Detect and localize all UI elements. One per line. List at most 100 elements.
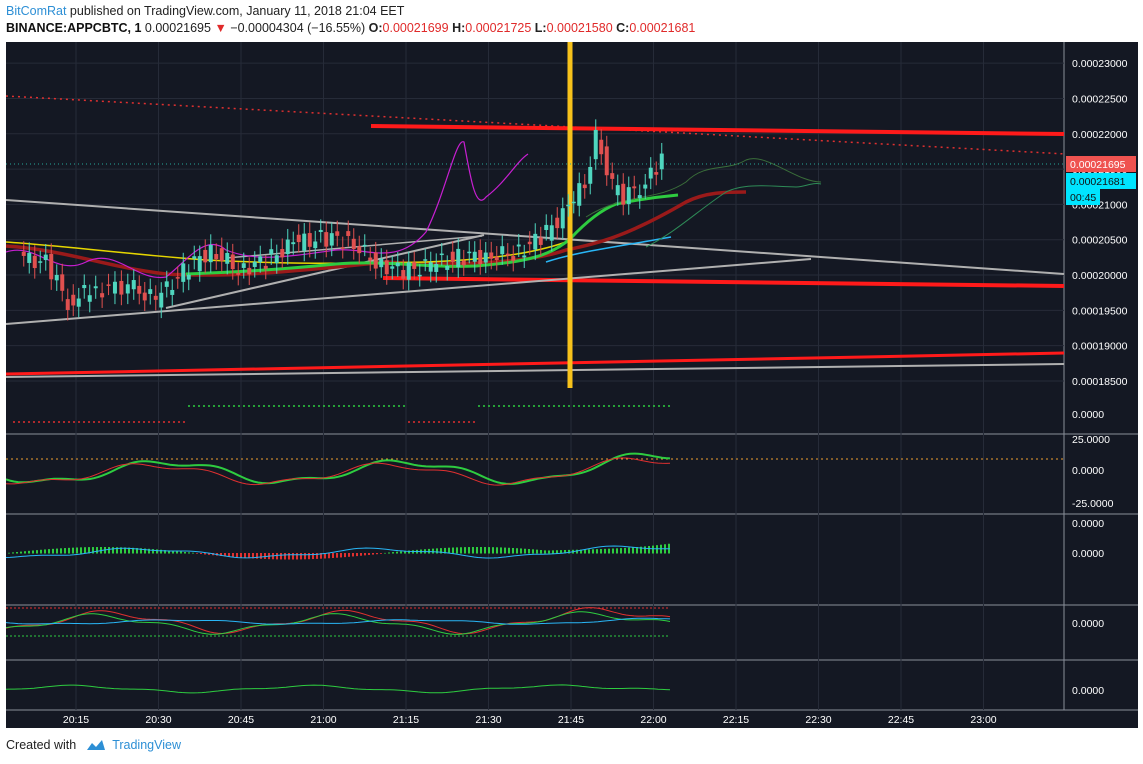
signal-dot [128, 421, 130, 423]
candle-body [351, 238, 356, 249]
signal-dot [493, 405, 495, 407]
pane-tick-label: 0.0000 [1072, 548, 1104, 560]
histogram-bar [496, 547, 498, 554]
candle-body [313, 241, 318, 249]
histogram-bar [80, 547, 82, 554]
signal-dot [338, 405, 340, 407]
candle-body [153, 295, 158, 300]
candle-body [100, 293, 105, 298]
histogram-bar [644, 546, 646, 554]
tradingview-logo[interactable]: TradingView [84, 738, 181, 752]
magenta-bollinger [6, 141, 529, 279]
histogram-bar [72, 547, 74, 554]
signal-dot [43, 421, 45, 423]
histogram-bar [132, 547, 134, 554]
chart-canvas[interactable]: 0.000230000.000225000.000220000.00021500… [6, 42, 1138, 728]
candle-body [390, 266, 395, 269]
ichimoku-cloud [585, 158, 822, 218]
signal-dot [583, 405, 585, 407]
signal-dot [168, 421, 170, 423]
lower-red-trendline [382, 276, 1065, 288]
candle-body [38, 261, 43, 263]
symbol-label[interactable]: BINANCE:APPCBTC, 1 [6, 21, 142, 35]
histogram-bar [192, 552, 194, 554]
signal-dot [303, 405, 305, 407]
candle-body [615, 185, 620, 196]
candle-body [445, 265, 450, 270]
published-text: published on TradingView.com, January 11… [69, 4, 405, 18]
close-price-tag-bg [1066, 173, 1136, 189]
histogram-bar [244, 553, 246, 558]
histogram-bar [600, 548, 602, 554]
last-price-tag-bg [1066, 156, 1136, 172]
signal-dot [238, 405, 240, 407]
candle-body [478, 249, 483, 265]
signal-dot [183, 421, 185, 423]
signal-dot [278, 405, 280, 407]
signal-dot [538, 405, 540, 407]
signal-dot [433, 421, 435, 423]
histogram-bar [156, 549, 158, 554]
signal-dot [568, 405, 570, 407]
author-link[interactable]: BitComRat [6, 4, 67, 18]
footer: Created with TradingView [6, 738, 181, 752]
histogram-bar [316, 553, 318, 559]
histogram-bar [108, 547, 110, 554]
candle-body [428, 262, 433, 272]
signal-dot [263, 405, 265, 407]
histogram-bar [556, 550, 558, 554]
histogram-bar [336, 553, 338, 558]
histogram-bar [92, 547, 94, 554]
signal-dot [373, 405, 375, 407]
signal-dot [118, 421, 120, 423]
candle-body [610, 173, 615, 179]
histogram-bar [136, 548, 138, 554]
histogram-bar [324, 553, 326, 559]
signal-dot [113, 421, 115, 423]
candle-body [423, 259, 428, 261]
histogram-bar [620, 548, 622, 554]
histogram-bar [492, 547, 494, 554]
chart-svg[interactable]: 0.000230000.000225000.000220000.00021500… [6, 42, 1138, 728]
histogram-bar [240, 553, 242, 558]
signal-dot [138, 421, 140, 423]
histogram-bar [84, 547, 86, 554]
histogram-bar [340, 553, 342, 558]
dark-red-ma [6, 190, 747, 277]
price-axis[interactable]: 0.000230000.000225000.000220000.00021500… [1072, 58, 1128, 697]
histogram-bar [296, 553, 298, 560]
signal-dot [18, 421, 20, 423]
histogram-bar [608, 548, 610, 554]
signal-dot [603, 405, 605, 407]
signal-dot [483, 405, 485, 407]
candle-body [577, 183, 582, 206]
x-tick-label: 22:30 [805, 714, 831, 726]
candle-body [258, 256, 263, 263]
histogram-bar [376, 553, 378, 555]
signal-dot [83, 421, 85, 423]
histogram-bar [48, 549, 50, 554]
histogram-bar [236, 553, 238, 558]
signal-dot [248, 405, 250, 407]
candle-body [368, 257, 373, 261]
tradingview-cloud-icon [87, 740, 106, 750]
histogram-bar [592, 549, 594, 554]
tradingview-brand: TradingView [112, 738, 181, 752]
candle-body [335, 231, 340, 236]
ichimoku-cloud-top [645, 183, 822, 248]
histogram-bar [520, 548, 522, 554]
signal-dot [153, 421, 155, 423]
down-triangle-icon: ▼ [214, 21, 227, 35]
candle-body [450, 251, 455, 263]
candle-body [401, 270, 406, 279]
created-with-text: Created with [6, 738, 77, 752]
histogram-bar [184, 551, 186, 554]
candle-body [241, 263, 246, 268]
candle-body [269, 249, 274, 255]
publish-line: BitComRat published on TradingView.com, … [6, 3, 695, 20]
time-axis[interactable]: 20:15 20:30 20:45 21:00 21:15 21:30 21:45 22:00… [63, 714, 997, 726]
histogram-bar [308, 553, 310, 560]
candle-body [527, 241, 532, 245]
candle-body [164, 281, 169, 287]
histogram-bar [456, 547, 458, 554]
